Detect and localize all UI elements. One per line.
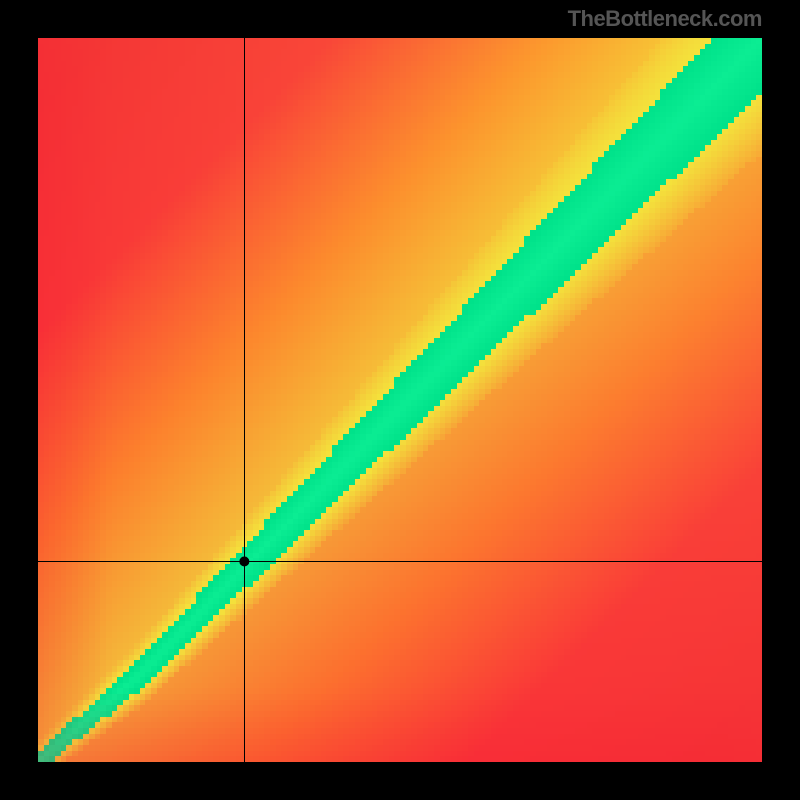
- watermark-label: TheBottleneck.com: [568, 6, 762, 32]
- chart-container: { "watermark": { "text": "TheBottleneck.…: [0, 0, 800, 800]
- bottleneck-heatmap: [38, 38, 762, 762]
